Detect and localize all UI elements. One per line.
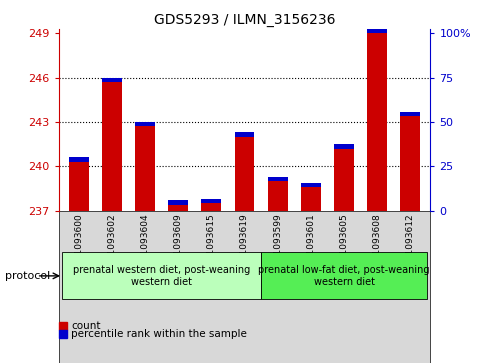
Text: prenatal western diet, post-weaning
western diet: prenatal western diet, post-weaning west… [73,265,250,287]
Bar [267,181,287,211]
Bar [68,162,88,211]
Bar [201,203,221,211]
Bar [400,116,420,211]
Bar [201,199,221,203]
Bar [267,177,287,181]
Bar [102,78,122,82]
Bar [300,183,320,187]
Bar [135,122,155,126]
Bar [333,148,353,211]
Bar [168,205,188,211]
Bar [366,33,386,211]
Bar [102,82,122,211]
Text: percentile rank within the sample: percentile rank within the sample [71,329,246,339]
Bar [168,200,188,205]
Title: GDS5293 / ILMN_3156236: GDS5293 / ILMN_3156236 [153,13,335,26]
Text: count: count [71,321,100,331]
Bar [333,144,353,148]
Bar [400,112,420,116]
Bar [234,132,254,137]
Bar [68,158,88,162]
Text: prenatal low-fat diet, post-weaning
western diet: prenatal low-fat diet, post-weaning west… [258,265,429,287]
Text: protocol: protocol [5,271,50,281]
Bar [300,187,320,211]
Bar [234,137,254,211]
Bar [135,126,155,211]
Bar [366,29,386,33]
